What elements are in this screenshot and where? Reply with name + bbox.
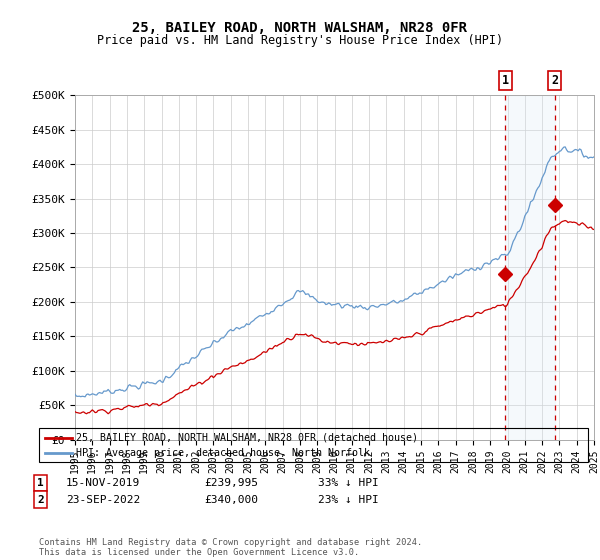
Text: Contains HM Land Registry data © Crown copyright and database right 2024.
This d: Contains HM Land Registry data © Crown c…	[39, 538, 422, 557]
Text: 2: 2	[551, 73, 558, 87]
Text: £239,995: £239,995	[204, 478, 258, 488]
Text: 2: 2	[37, 494, 44, 505]
Text: 1: 1	[502, 73, 509, 87]
Text: 33% ↓ HPI: 33% ↓ HPI	[318, 478, 379, 488]
Text: 23-SEP-2022: 23-SEP-2022	[66, 494, 140, 505]
Text: 15-NOV-2019: 15-NOV-2019	[66, 478, 140, 488]
Text: 1: 1	[37, 478, 44, 488]
Text: HPI: Average price, detached house, North Norfolk: HPI: Average price, detached house, Nort…	[76, 447, 370, 458]
Text: 25, BAILEY ROAD, NORTH WALSHAM, NR28 0FR: 25, BAILEY ROAD, NORTH WALSHAM, NR28 0FR	[133, 21, 467, 35]
Bar	[505, 95, 554, 440]
Text: Price paid vs. HM Land Registry's House Price Index (HPI): Price paid vs. HM Land Registry's House …	[97, 34, 503, 46]
Text: 25, BAILEY ROAD, NORTH WALSHAM, NR28 0FR (detached house): 25, BAILEY ROAD, NORTH WALSHAM, NR28 0FR…	[76, 433, 418, 443]
Text: £340,000: £340,000	[204, 494, 258, 505]
Text: 23% ↓ HPI: 23% ↓ HPI	[318, 494, 379, 505]
